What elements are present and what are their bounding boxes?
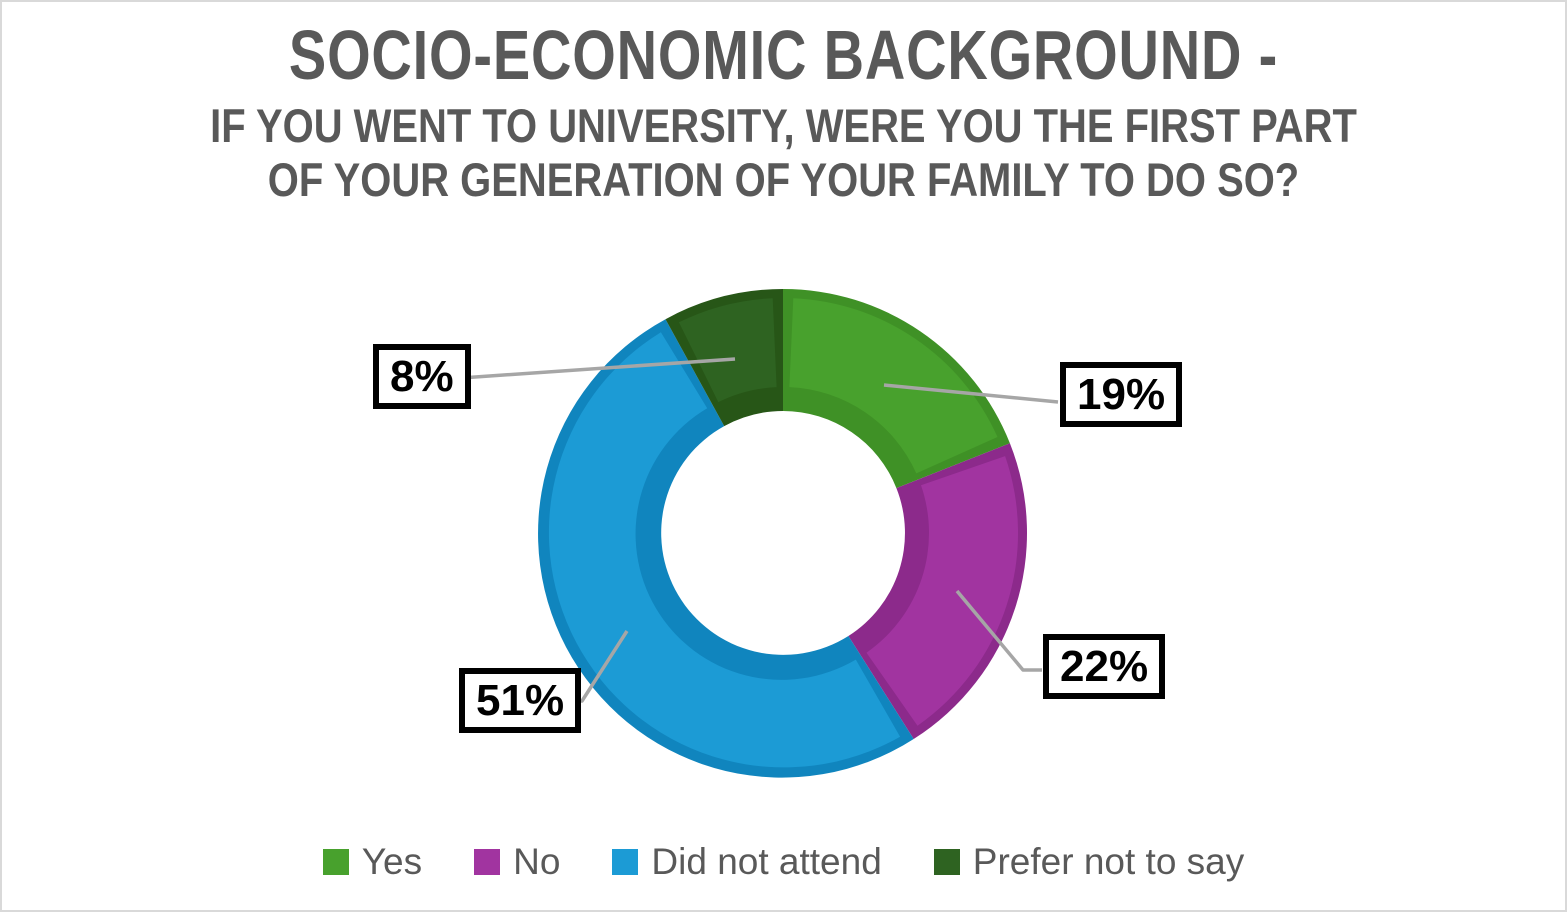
chart-subtitle-line1: IF YOU WENT TO UNIVERSITY, WERE YOU THE … (210, 99, 1357, 152)
legend-swatch-prefer-not-to-say (933, 849, 960, 875)
legend-item-did-not-attend: Did not attend (612, 841, 882, 883)
legend-swatch-did-not-attend (612, 849, 639, 875)
legend-swatch-no (474, 849, 501, 875)
chart-subtitle-line2: OF YOUR GENERATION OF YOUR FAMILY TO DO … (267, 152, 1300, 206)
leader-line-yes (883, 383, 1059, 404)
donut-segment-did-not-attend-bevel (548, 332, 901, 768)
legend-item-prefer-not-to-say: Prefer not to say (933, 841, 1245, 883)
chart-legend: Yes No Did not attend Prefer not to say (2, 841, 1565, 883)
legend-label-did-not-attend: Did not attend (651, 841, 882, 882)
leader-line-prefer-not-to-say (460, 357, 736, 380)
legend-item-yes: Yes (322, 841, 423, 883)
chart-title: SOCIO-ECONOMIC BACKGROUND - IF YOU WENT … (2, 20, 1565, 206)
callout-did-not-attend: 51% (459, 668, 582, 734)
chart-title-line1: SOCIO-ECONOMIC BACKGROUND - (288, 16, 1279, 94)
callout-prefer-not-to-say: 8% (373, 344, 471, 410)
leader-line-no (955, 589, 1042, 672)
legend-item-no: No (474, 841, 560, 883)
callout-no: 22% (1043, 634, 1166, 700)
legend-swatch-yes (322, 849, 349, 875)
legend-label-prefer-not-to-say: Prefer not to say (972, 841, 1245, 882)
legend-label-no: No (513, 841, 561, 882)
donut-segment-prefer-not-to-say-bevel (678, 298, 777, 403)
donut-segment-no-bevel (866, 456, 1019, 726)
callout-yes: 19% (1060, 362, 1183, 428)
legend-label-yes: Yes (361, 841, 423, 882)
